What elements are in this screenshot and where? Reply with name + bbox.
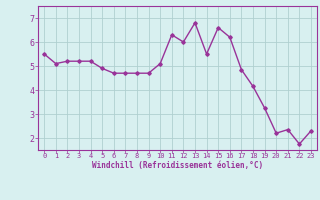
X-axis label: Windchill (Refroidissement éolien,°C): Windchill (Refroidissement éolien,°C) [92,161,263,170]
